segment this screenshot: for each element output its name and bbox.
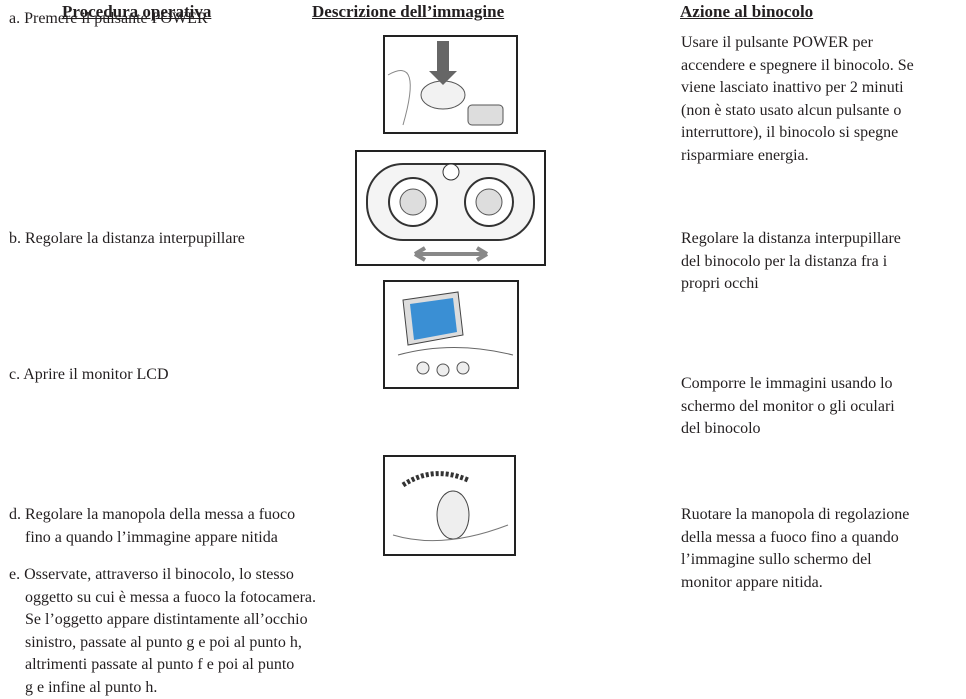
text-line: accendere e spegnere il binocolo. Se (681, 55, 914, 78)
column-header: Descrizione dell’immagine (312, 0, 504, 24)
text-line: g e infine al punto h. (9, 677, 316, 699)
text-line: (non è stato usato alcun pulsante o (681, 100, 914, 123)
focus-knob-image (383, 455, 516, 556)
text-line: del binocolo per la distanza fra i (681, 251, 901, 274)
text-line: schermo del monitor o gli oculari (681, 396, 895, 419)
text-line: monitor appare nitida. (681, 572, 909, 595)
procedure: b. Regolare la distanza interpupillare (9, 228, 245, 251)
text-line: propri occhi (681, 273, 901, 296)
interpupillary-image (355, 150, 546, 266)
text-line: viene lasciato inattivo per 2 minuti (681, 77, 914, 100)
column-header: Azione al binocolo (680, 0, 813, 24)
text-line: l’immagine sullo schermo del (681, 549, 909, 572)
text-line: e. Osservate, attraverso il binocolo, lo… (9, 564, 316, 587)
procedure: d. Regolare la manopola della messa a fu… (9, 504, 295, 549)
text-line: interruttore), il binocolo si spegne (681, 122, 914, 145)
text-line: Se l’oggetto appare distintamente all’oc… (9, 609, 316, 632)
text-line: b. Regolare la distanza interpupillare (9, 228, 245, 251)
text-line: Comporre le immagini usando lo (681, 373, 895, 396)
procedure: e. Osservate, attraverso il binocolo, lo… (9, 564, 316, 699)
text-line: oggetto su cui è messa a fuoco la fotoca… (9, 587, 316, 610)
text-line: Usare il pulsante POWER per (681, 32, 914, 55)
text-line: altrimenti passate al punto f e poi al p… (9, 654, 316, 677)
text-line: sinistro, passate al punto g e poi al pu… (9, 632, 316, 655)
text-line: del binocolo (681, 418, 895, 441)
text-line: risparmiare energia. (681, 145, 914, 168)
power-button-image (383, 35, 518, 134)
text-line: d. Regolare la manopola della messa a fu… (9, 504, 295, 527)
procedure: a. Premere il pulsante POWER (9, 8, 208, 31)
text-line: della messa a fuoco fino a quando (681, 527, 909, 550)
text-line: Ruotare la manopola di regolazione (681, 504, 909, 527)
procedure: c. Aprire il monitor LCD (9, 364, 169, 387)
text-line: fino a quando l’immagine appare nitida (9, 527, 295, 550)
text-line: Regolare la distanza interpupillare (681, 228, 901, 251)
text-line: a. Premere il pulsante POWER (9, 8, 208, 31)
lcd-monitor-image (383, 280, 519, 389)
text-line: c. Aprire il monitor LCD (9, 364, 169, 387)
